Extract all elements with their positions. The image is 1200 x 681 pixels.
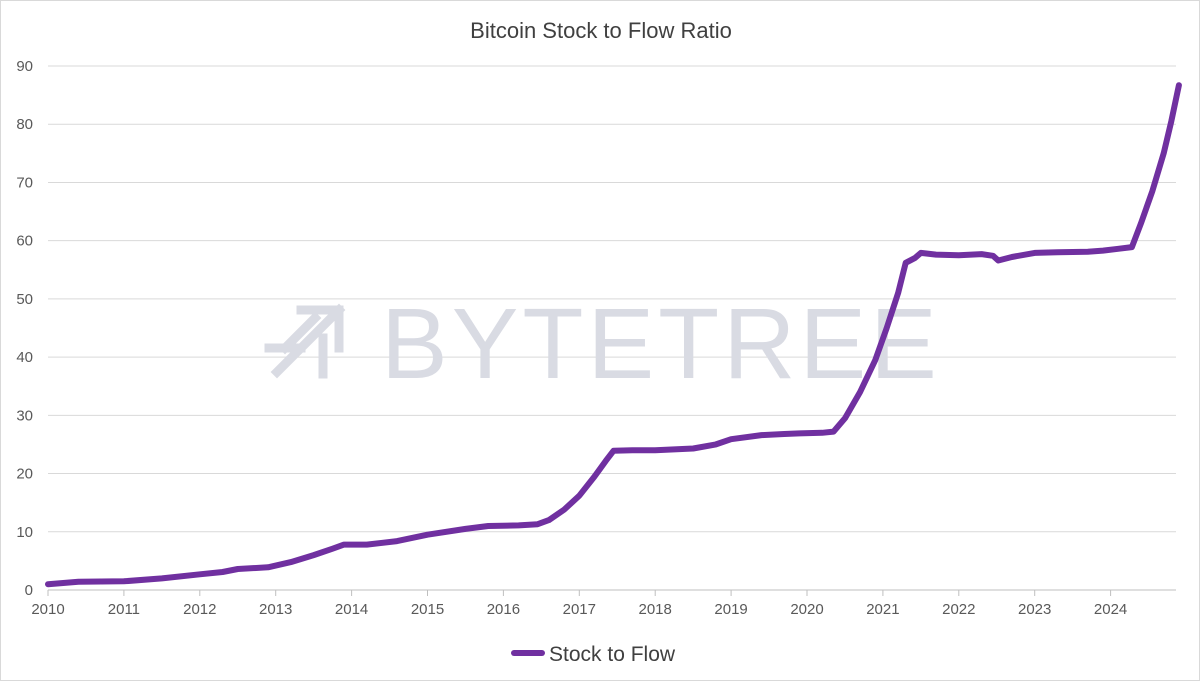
watermark-text: BYTETREE: [381, 288, 941, 400]
y-tick-label: 50: [16, 291, 33, 308]
x-tick-label: 2014: [335, 601, 368, 618]
x-tick-label: 2020: [790, 601, 823, 618]
legend-label: Stock to Flow: [549, 643, 676, 666]
x-tick-label: 2021: [866, 601, 899, 618]
y-axis-ticks: 0 10 20 30 40 50 60 70 80 90: [16, 58, 33, 599]
x-tick-label: 2012: [183, 601, 216, 618]
y-tick-label: 60: [16, 233, 33, 250]
x-tick-label: 2022: [942, 601, 975, 618]
series-layer: [45, 82, 1182, 588]
y-tick-label: 0: [25, 582, 33, 599]
y-tick-label: 30: [16, 407, 33, 424]
y-tick-label: 20: [16, 466, 33, 483]
x-tick-label: 2011: [108, 601, 140, 618]
series-line-stock-to-flow: [45, 82, 1182, 588]
x-tick-label: 2017: [563, 601, 596, 618]
x-tick-label: 2024: [1094, 601, 1127, 618]
x-tick-label: 2023: [1018, 601, 1051, 618]
x-tick-label: 2019: [714, 601, 747, 618]
x-tick-label: 2010: [31, 601, 64, 618]
watermark-arrows-icon: [264, 303, 346, 379]
y-tick-label: 70: [16, 174, 33, 191]
y-tick-label: 90: [16, 58, 33, 75]
y-tick-label: 40: [16, 349, 33, 366]
y-tick-label: 80: [16, 116, 33, 133]
gridlines: [48, 65, 1176, 591]
x-tick-label: 2013: [259, 601, 292, 618]
watermark-logo: BYTETREE: [264, 288, 941, 400]
x-tick-label: 2016: [487, 601, 520, 618]
x-tick-label: 2015: [411, 601, 444, 618]
y-tick-label: 10: [16, 524, 33, 541]
chart-title: Bitcoin Stock to Flow Ratio: [470, 18, 732, 43]
x-axis-ticks: 2010 2011 2012 2013 2014 2015 2016 2017 2018 2019…: [31, 590, 1127, 618]
x-tick-label: 2018: [639, 601, 672, 618]
legend: Stock to Flow: [511, 643, 676, 666]
